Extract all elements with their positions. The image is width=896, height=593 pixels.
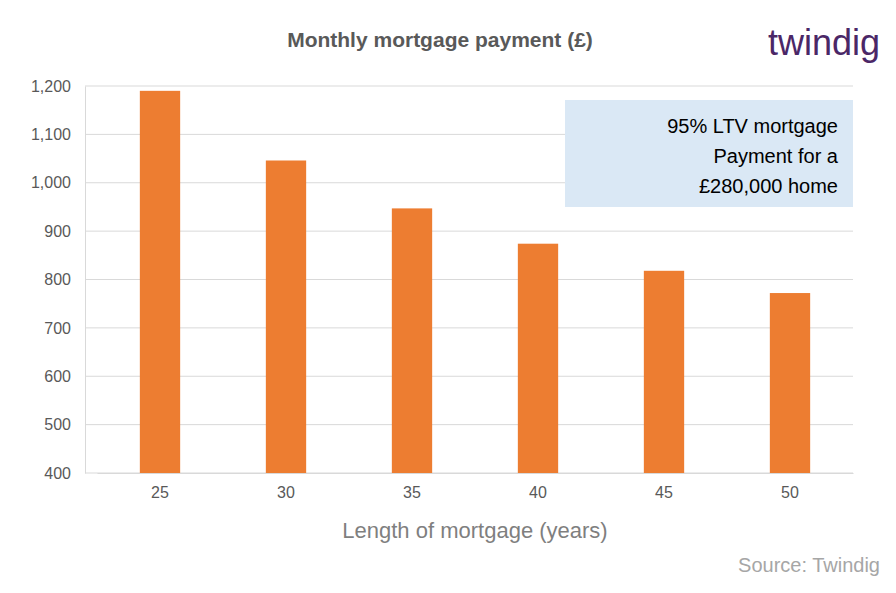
grid-line (85, 231, 853, 232)
x-axis-line (98, 473, 854, 474)
x-tick: 45 (655, 473, 673, 501)
x-tick-label: 30 (277, 484, 295, 501)
y-tick: 800 (44, 271, 85, 288)
x-tick: 50 (781, 473, 799, 501)
y-tick-label: 800 (44, 271, 71, 288)
annotation: 95% LTV mortgage Payment for a £280,000 ho… (565, 100, 853, 207)
grid-line (85, 473, 853, 474)
y-tick-label: 1,000 (31, 174, 71, 191)
y-tick: 700 (44, 319, 85, 336)
bar (644, 271, 684, 473)
x-tick: 30 (277, 473, 295, 501)
grid-line (85, 424, 853, 425)
y-axis: 400 500 600 700 800 900 1,000 1,100 1,200 (31, 78, 86, 482)
y-tick: 600 (44, 368, 85, 385)
bar (266, 160, 306, 473)
annotation-text: Payment for a (713, 145, 838, 167)
y-tick-label: 500 (44, 416, 71, 433)
x-tick-label: 50 (781, 484, 799, 501)
y-tick: 1,200 (31, 78, 85, 95)
y-tick: 900 (44, 223, 85, 240)
y-tick-label: 400 (44, 465, 71, 482)
y-tick-label: 700 (44, 319, 71, 336)
x-tick: 40 (529, 473, 547, 501)
y-tick: 1,000 (31, 174, 85, 191)
bar (140, 91, 180, 473)
x-tick-label: 45 (655, 484, 673, 501)
x-tick: 25 (151, 473, 169, 501)
y-tick-label: 1,100 (31, 126, 71, 143)
y-tick: 500 (44, 416, 85, 433)
grid-line (85, 327, 853, 328)
bar (518, 244, 558, 473)
grid (85, 86, 853, 473)
x-tick: 35 (403, 473, 421, 501)
y-tick-label: 1,200 (31, 78, 71, 95)
y-tick: 1,100 (31, 126, 85, 143)
x-tick-label: 25 (151, 484, 169, 501)
logo: twindig (768, 22, 880, 63)
x-tick-label: 40 (529, 484, 547, 501)
y-tick-label: 600 (44, 368, 71, 385)
bar (770, 293, 810, 473)
x-axis: 25 30 35 40 45 50 (98, 473, 854, 501)
grid-line (85, 279, 853, 280)
chart: 400 500 600 700 800 900 1,000 1,100 1,200 25 30 35 4… (0, 0, 896, 593)
x-tick-label: 35 (403, 484, 421, 501)
y-tick: 400 (44, 465, 85, 482)
grid-line (85, 376, 853, 377)
grid-line (85, 86, 853, 87)
annotation-box (565, 100, 853, 207)
y-axis-line (85, 87, 86, 474)
y-tick-label: 900 (44, 223, 71, 240)
annotation-text: £280,000 home (699, 175, 838, 197)
bar (392, 208, 432, 473)
source: Source: Twindig (738, 554, 880, 576)
annotation-text: 95% LTV mortgage (667, 115, 838, 137)
title: Monthly mortgage payment (£) (287, 28, 593, 51)
x-axis-title: Length of mortgage (years) (342, 518, 607, 543)
